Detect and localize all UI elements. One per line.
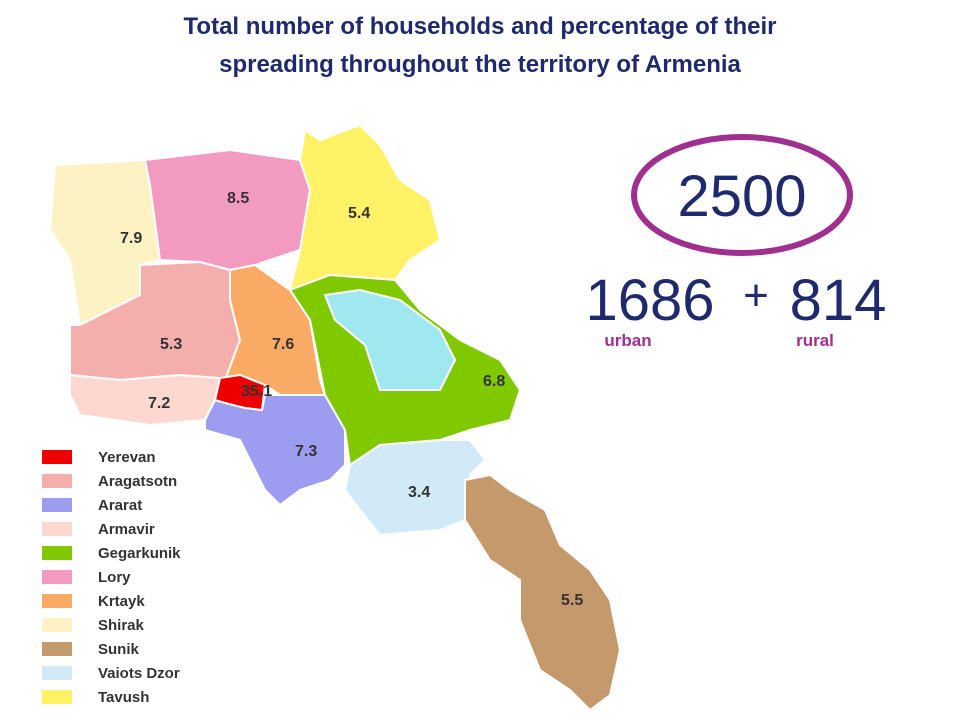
legend-label: Sunik — [98, 641, 139, 658]
legend-swatch — [42, 498, 72, 512]
legend-label: Yerevan — [98, 449, 156, 466]
region-label: 7.6 — [272, 336, 294, 353]
legend-swatch — [42, 450, 72, 464]
region — [288, 123, 442, 292]
legend: Yerevan Aragatsotn Ararat Armavir Gegarkunik… — [42, 449, 181, 706]
region-label: 6.8 — [483, 373, 505, 390]
urban-count: 1686 — [585, 268, 714, 333]
legend-label: Shirak — [98, 617, 145, 634]
title-line: spreading throughout the territory of Ar… — [219, 51, 741, 78]
map — [48, 123, 622, 712]
region-label: 5.5 — [561, 592, 583, 609]
legend-label: Armavir — [98, 521, 155, 538]
region-label: 5.4 — [348, 205, 370, 222]
legend-swatch — [42, 594, 72, 608]
legend-swatch — [42, 522, 72, 536]
rural-label: rural — [796, 331, 834, 350]
legend-swatch — [42, 690, 72, 704]
legend-swatch — [42, 546, 72, 560]
region — [213, 373, 267, 412]
region-label: 7.3 — [295, 443, 317, 460]
region — [204, 394, 346, 507]
region-label: 5.3 — [160, 336, 182, 353]
legend-label: Lory — [98, 569, 131, 586]
legend-swatch — [42, 570, 72, 584]
total: 2500 — [677, 164, 806, 229]
region-label: 35.1 — [241, 383, 272, 400]
total-ring — [631, 134, 853, 256]
legend-label: Krtayk — [98, 593, 145, 610]
urban-label: urban — [604, 331, 651, 350]
region — [464, 473, 622, 712]
region-labels: 7.9 8.5 5.4 5.3 7.6 7.2 35.1 7.3 6.8 3.4… — [120, 190, 583, 609]
lake — [323, 288, 457, 391]
legend-label: Vaiots Dzor — [98, 665, 180, 682]
legend-label: Gegarkunik — [98, 545, 181, 562]
rural-count: 814 — [790, 268, 887, 333]
region-label: 8.5 — [227, 190, 249, 207]
legend-label: Ararat — [98, 497, 142, 514]
region-label: 7.2 — [148, 395, 170, 412]
region-label: 3.4 — [408, 484, 430, 501]
legend-label: Aragatsotn — [98, 473, 177, 490]
region-label: 7.9 — [120, 230, 142, 247]
legend-swatch — [42, 666, 72, 680]
plus: + — [743, 271, 769, 320]
legend-label: Tavush — [98, 689, 149, 706]
title-line: Total number of households and percentag… — [184, 13, 777, 40]
legend-swatch — [42, 474, 72, 488]
legend-swatch — [42, 642, 72, 656]
region — [143, 148, 312, 272]
region — [69, 373, 222, 427]
legend-swatch — [42, 618, 72, 632]
